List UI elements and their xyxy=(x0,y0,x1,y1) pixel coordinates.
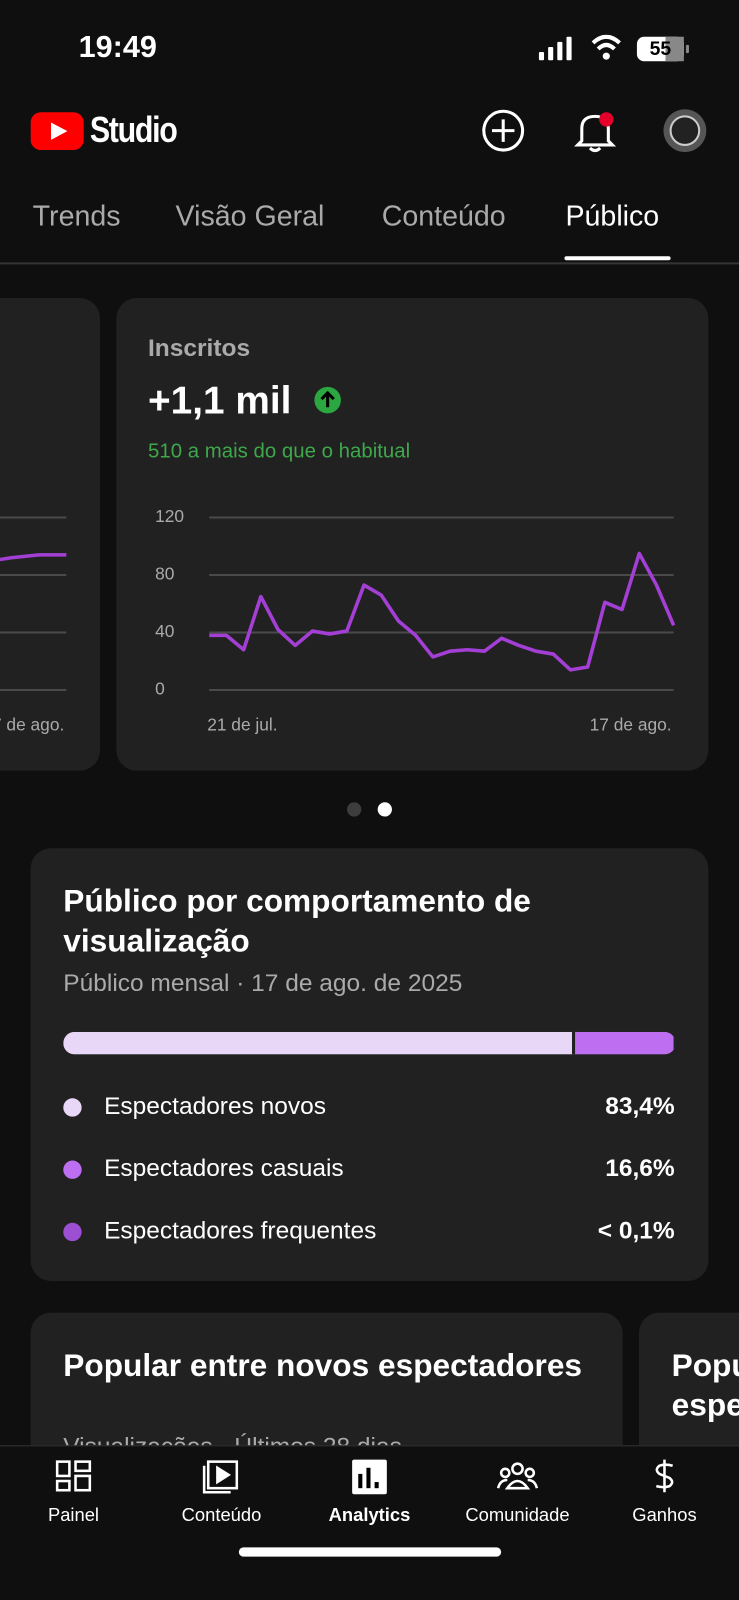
metric-note: 510 a mais do que o habitual xyxy=(148,439,411,463)
notifications-button[interactable] xyxy=(574,114,617,147)
x-tick-label: 17 de ago. xyxy=(0,714,64,734)
subscribers-card: Inscritos +1,1 mil 510 a mais do que o h… xyxy=(116,298,709,771)
value-label: < 0,1% xyxy=(598,1217,675,1244)
segment-gap xyxy=(673,1031,676,1055)
legend-dot xyxy=(63,1222,82,1242)
legend-label: Espectadores casuais xyxy=(104,1155,344,1182)
y-tick-label: 40 xyxy=(155,621,174,641)
left-card: 17 de ago. xyxy=(0,298,101,771)
nav-label[interactable]: Ganhos xyxy=(632,1504,697,1525)
header-actions[interactable] xyxy=(480,106,725,157)
tab[interactable]: Conteúdo xyxy=(381,200,506,232)
behavior-card: Público por comportamento de visualizaçã… xyxy=(30,848,709,1281)
clock: 19:49 xyxy=(78,30,157,65)
x-tick-label: 21 de jul. xyxy=(207,714,277,734)
data-line xyxy=(209,551,676,672)
legend-dot xyxy=(63,1160,82,1179)
tab[interactable]: Visão Geral xyxy=(175,200,325,232)
bar-segment xyxy=(573,1031,676,1055)
up-icon xyxy=(314,386,341,414)
y-tick-label: 0 xyxy=(155,679,165,699)
logo-icon xyxy=(30,112,84,151)
nav-label[interactable]: Painel xyxy=(47,1504,100,1525)
legend-dot xyxy=(63,1098,82,1117)
tab-indicator xyxy=(564,256,671,261)
nav-label[interactable]: Comunidade xyxy=(465,1504,570,1525)
nav-label[interactable]: Conteúdo xyxy=(181,1504,262,1525)
metric-value: +1,1 mil xyxy=(148,379,292,423)
pager-dots[interactable] xyxy=(337,799,398,819)
x-tick-label: 17 de ago. xyxy=(590,714,672,734)
legend-label: Espectadores novos xyxy=(104,1093,326,1120)
bar-segment xyxy=(63,1031,574,1055)
tab[interactable]: Público xyxy=(565,200,660,232)
behavior-chart: Espectadores novos 83,4% Espectadores casu… xyxy=(63,1031,676,1244)
segment-gap xyxy=(572,1031,576,1055)
battery-level: 55 xyxy=(650,38,672,60)
tab[interactable]: Trends xyxy=(32,200,121,232)
tab-divider xyxy=(0,262,739,265)
bar-group xyxy=(63,1031,676,1055)
y-tick-label: 120 xyxy=(155,506,184,526)
y-tick-label: 80 xyxy=(155,564,174,584)
status-icons: 55 xyxy=(538,34,689,62)
legend-label: Espectadores frequentes xyxy=(104,1217,376,1244)
nav-label[interactable]: Analytics xyxy=(328,1504,411,1525)
nav-icons xyxy=(55,1459,674,1495)
data-line xyxy=(0,553,67,562)
logo-text: Studio xyxy=(89,110,178,151)
card-title: Público por comportamento de visualizaçã… xyxy=(63,882,531,959)
card-subtitle: Público mensal · 17 de ago. de 2025 xyxy=(63,969,463,998)
home-indicator xyxy=(238,1547,502,1557)
left-chart: 17 de ago. xyxy=(0,516,67,734)
value-label: 83,4% xyxy=(605,1093,675,1120)
value-label: 16,6% xyxy=(605,1155,675,1182)
create-button[interactable] xyxy=(482,109,525,152)
card-title: Inscritos xyxy=(148,334,251,363)
card-title: Popular entre novos espectadores xyxy=(63,1347,583,1384)
subscribers-chart: 0 40 80 120 21 de jul. 17 de ago. xyxy=(155,506,676,734)
card-title: Popular entre espectadores casuais xyxy=(671,1347,739,1423)
